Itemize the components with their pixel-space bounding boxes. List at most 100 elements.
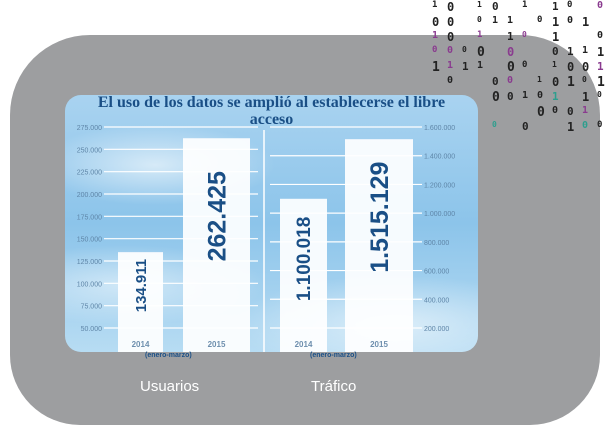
binary-digit: 1	[552, 0, 559, 13]
binary-digit: 0	[432, 45, 438, 55]
binary-digit: 0	[597, 90, 602, 99]
y-tick-label: 800.000	[424, 240, 449, 247]
binary-digit: 1	[477, 0, 482, 9]
binary-digit: 0	[537, 105, 545, 120]
binary-digit: 0	[522, 120, 529, 133]
note-trafico: (enero-marzo)	[310, 352, 357, 359]
binary-digit: 0	[597, 30, 604, 41]
binary-digit: 0	[537, 90, 544, 101]
binary-digit: 1	[597, 45, 605, 59]
binary-digit: 0	[582, 60, 590, 74]
y-tick-label: 250.000	[77, 147, 102, 154]
binary-digit: 1	[582, 45, 589, 56]
y-tick-label: 1.000.000	[424, 211, 455, 218]
binary-digit: 1	[552, 30, 560, 44]
category-label: 2015	[208, 340, 226, 349]
y-tick-label: 275.000	[77, 125, 102, 132]
category-label: 2014	[295, 340, 313, 349]
binary-digit: 1	[507, 15, 514, 26]
category-label: 2015	[370, 340, 388, 349]
binary-digit: 1	[432, 0, 438, 10]
binary-digit: 0	[507, 90, 514, 103]
y-tick-label: 1.600.000	[424, 125, 455, 132]
chart-title: El uso de los datos se amplió al estable…	[97, 94, 446, 128]
bar-2014	[280, 198, 327, 352]
binary-digit: 0	[552, 45, 559, 58]
binary-digit: 0	[477, 45, 485, 60]
y-tick-label: 75.000	[81, 304, 103, 311]
binary-digit: 1	[597, 75, 605, 90]
binary-digit: 1	[582, 15, 590, 29]
binary-digit: 0	[447, 15, 455, 29]
binary-digit: 0	[552, 105, 559, 116]
binary-digit: 0	[447, 30, 455, 44]
binary-digit: 1	[552, 60, 557, 69]
binary-digit: 0	[432, 15, 440, 29]
y-tick-label: 400.000	[424, 297, 449, 304]
y-tick-label: 100.000	[77, 281, 102, 288]
binary-digit: 0	[507, 60, 515, 75]
y-tick-label: 200.000	[77, 192, 102, 199]
binary-digit: 1	[432, 30, 439, 41]
note-usuarios: (enero-marzo)	[145, 352, 192, 359]
binary-digit: 0	[567, 0, 573, 10]
binary-digit: 0	[492, 90, 500, 105]
binary-digit: 0	[462, 45, 467, 54]
binary-digit: 1	[552, 15, 560, 29]
binary-digit: 0	[447, 0, 455, 14]
binary-digit: 1	[447, 60, 454, 71]
binary-digit: 0	[447, 45, 454, 56]
value-label: 134.911	[133, 259, 150, 312]
bar-2015	[183, 138, 250, 352]
binary-digit: 1	[537, 75, 542, 84]
binary-digit: 0	[537, 15, 543, 25]
binary-digit: 0	[567, 15, 574, 26]
binary-digit: 1	[597, 60, 604, 73]
binary-digit: 0	[552, 75, 560, 89]
value-label: 1.100.018	[294, 217, 315, 302]
xlabel-trafico: Tráfico	[311, 378, 357, 395]
binary-digit: 1	[582, 105, 589, 116]
binary-digit: 1	[552, 90, 559, 103]
binary-digit: 0	[597, 0, 604, 11]
binary-digit: 1	[522, 0, 528, 10]
value-label: 1.515.129	[366, 162, 394, 273]
binary-digit: 0	[447, 75, 454, 86]
bar-2015	[345, 139, 413, 352]
bar-2014	[118, 252, 163, 352]
binary-digit: 1	[507, 30, 514, 43]
xlabel-usuarios: Usuarios	[140, 378, 200, 395]
binary-digit: 1	[462, 60, 469, 73]
binary-digit: 0	[492, 0, 499, 13]
binary-digit: 0	[507, 75, 514, 86]
binary-digit: 0	[507, 45, 515, 59]
binary-digit: 0	[522, 60, 528, 70]
binary-digit: 1	[477, 30, 483, 40]
binary-digit: 1	[477, 60, 484, 71]
binary-digit: 0	[567, 60, 575, 74]
value-label: 262.425	[203, 171, 231, 261]
category-label: 2014	[132, 340, 150, 349]
y-tick-label: 225.000	[77, 170, 102, 177]
binary-digit: 0	[492, 120, 497, 129]
binary-digit: 0	[492, 75, 499, 88]
y-tick-label: 125.000	[77, 259, 102, 266]
binary-digit: 1	[567, 75, 575, 90]
y-tick-label: 150.000	[77, 237, 102, 244]
y-tick-label: 200.000	[424, 326, 449, 333]
binary-digit: 0	[567, 105, 574, 118]
binary-digit: 1	[432, 60, 440, 75]
y-tick-label: 1.400.000	[424, 154, 455, 161]
y-tick-label: 50.000	[81, 326, 103, 333]
binary-digit: 1	[567, 45, 574, 58]
binary-digit: 1	[567, 120, 575, 134]
y-tick-label: 1.200.000	[424, 182, 455, 189]
binary-digit: 0	[522, 30, 527, 39]
y-tick-label: 175.000	[77, 214, 102, 221]
binary-digit: 0	[597, 120, 603, 130]
binary-digit: 1	[582, 90, 590, 104]
binary-digit: 0	[477, 15, 482, 24]
binary-digit: 0	[582, 75, 587, 84]
